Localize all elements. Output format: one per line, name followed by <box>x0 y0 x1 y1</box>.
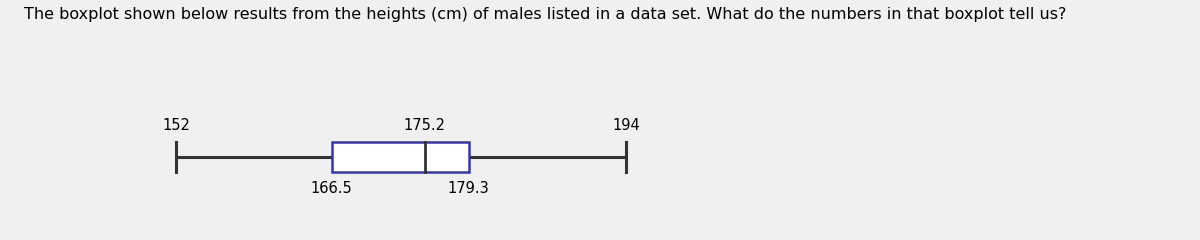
Text: 166.5: 166.5 <box>311 181 353 196</box>
Text: 152: 152 <box>162 118 191 133</box>
Text: 179.3: 179.3 <box>448 181 490 196</box>
Bar <box>331 142 469 172</box>
Text: 194: 194 <box>612 118 640 133</box>
Text: 175.2: 175.2 <box>404 118 446 133</box>
Text: The boxplot shown below results from the heights (cm) of males listed in a data : The boxplot shown below results from the… <box>24 7 1067 22</box>
